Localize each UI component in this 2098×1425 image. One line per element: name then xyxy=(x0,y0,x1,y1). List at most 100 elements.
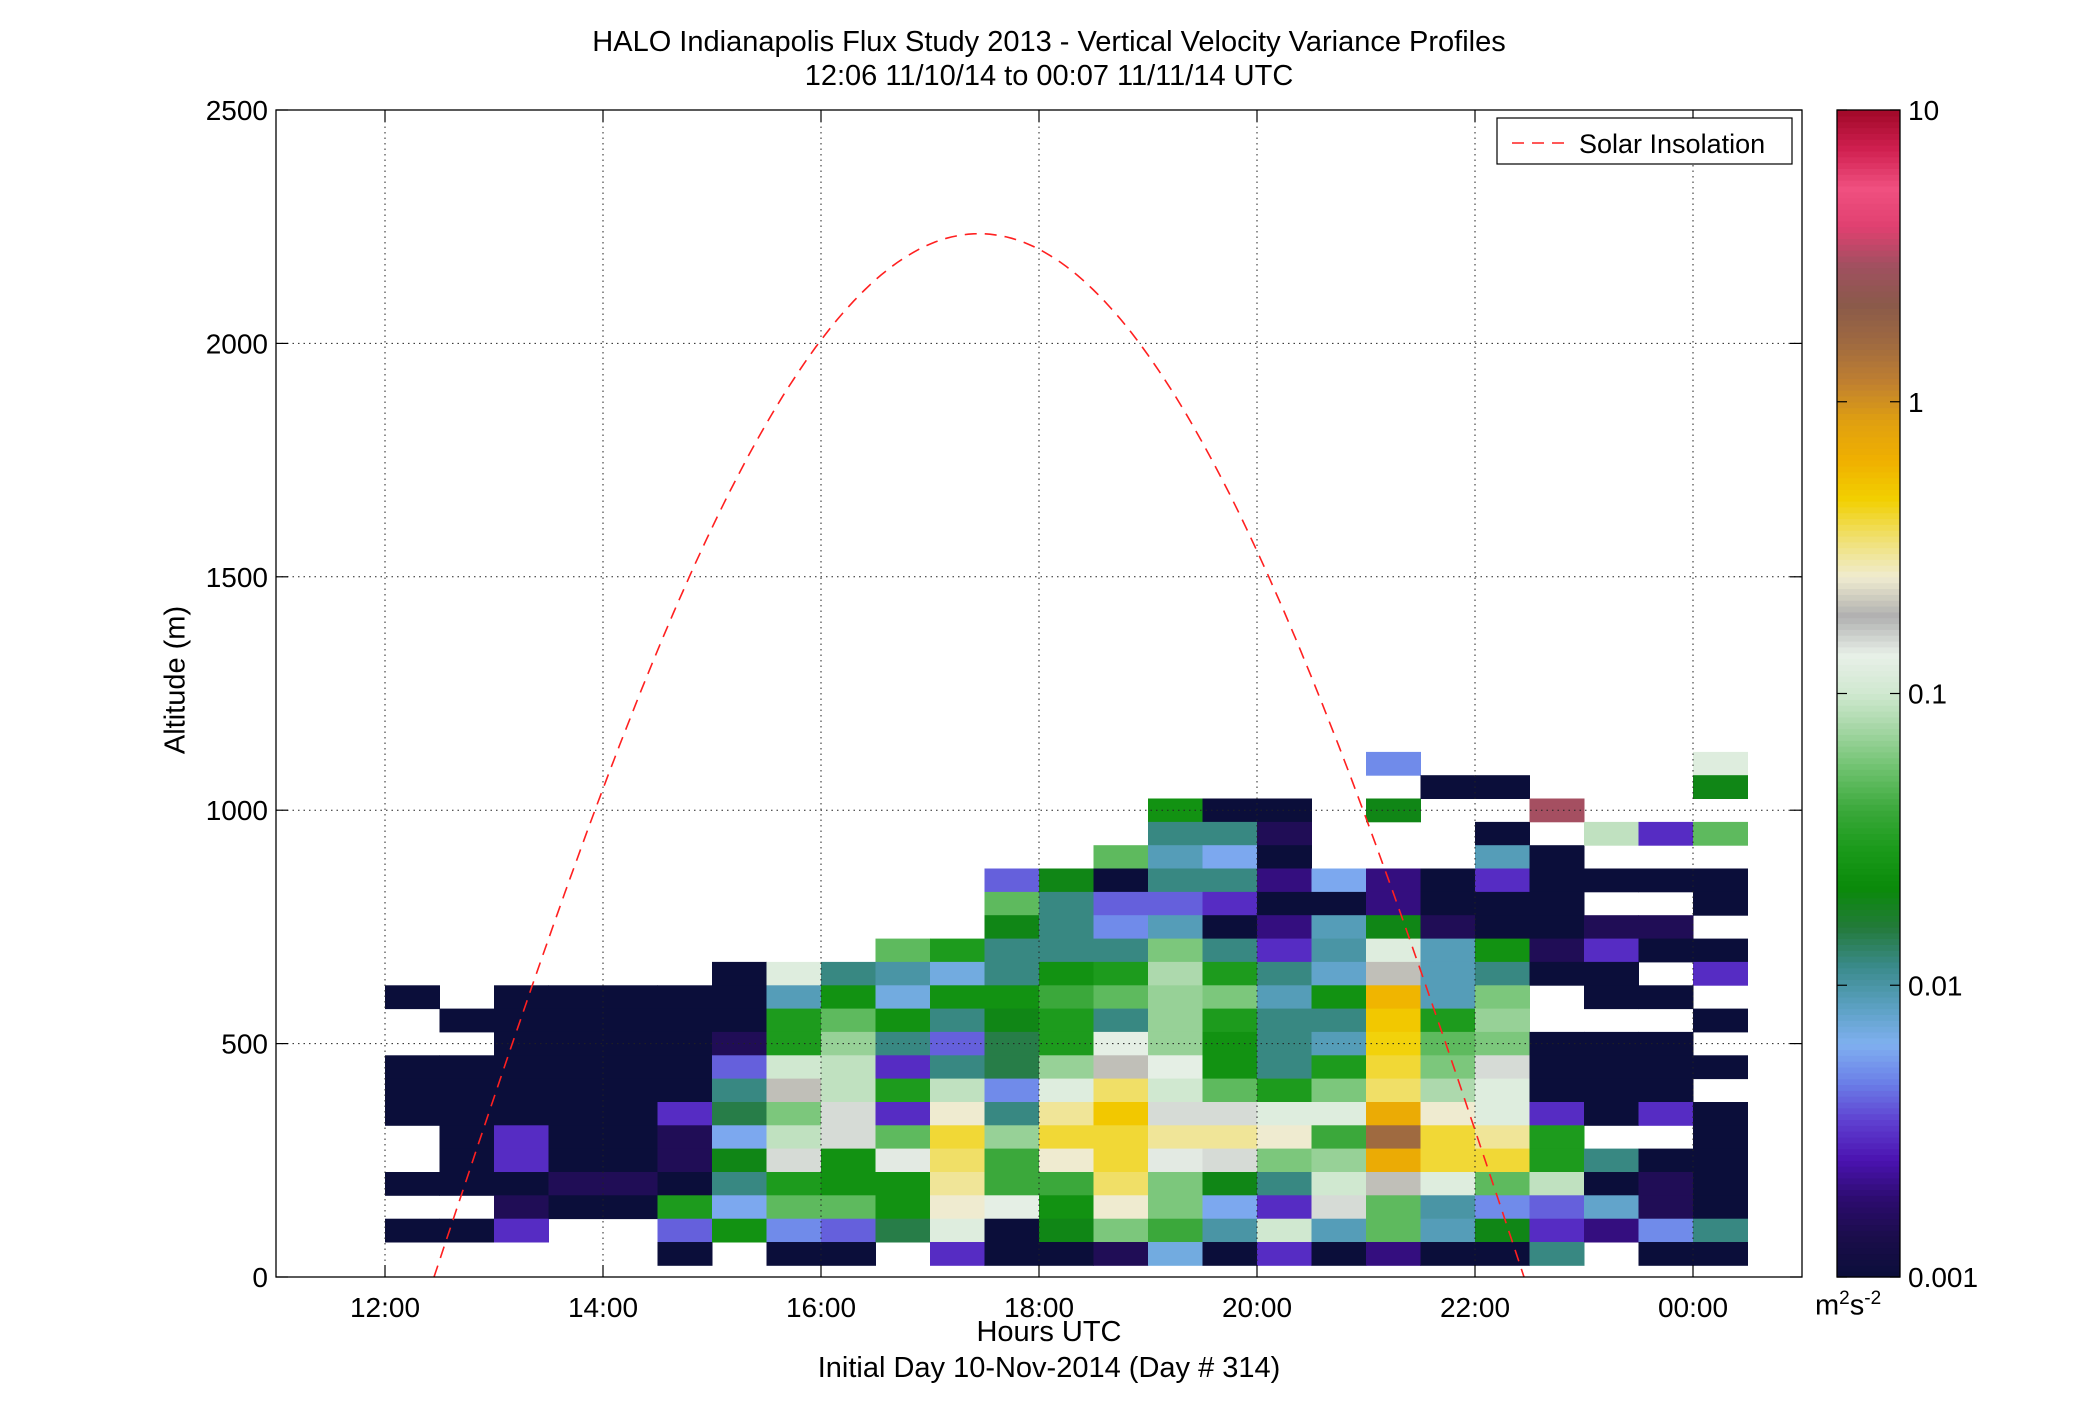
colorbar-band xyxy=(1837,1084,1900,1091)
heatmap-cell xyxy=(1420,1172,1476,1196)
heatmap-cell xyxy=(712,985,767,1010)
heatmap-cell xyxy=(1148,915,1203,939)
colorbar-band xyxy=(1837,985,1900,992)
heatmap-cell xyxy=(712,961,767,986)
heatmap-cell xyxy=(385,985,440,1010)
colorbar-band xyxy=(1837,425,1900,432)
heatmap-cell xyxy=(766,1078,822,1103)
colorbar-band xyxy=(1837,226,1900,234)
colorbar-band xyxy=(1837,261,1900,269)
heatmap-cell xyxy=(821,1078,876,1103)
colorbar-band xyxy=(1837,355,1900,362)
colorbar-band xyxy=(1837,1160,1900,1167)
colorbar-band xyxy=(1837,1090,1900,1097)
heatmap-cell xyxy=(1584,1218,1639,1243)
heatmap-cell xyxy=(1366,751,1421,776)
heatmap-cell xyxy=(1202,915,1258,939)
colorbar-band xyxy=(1837,168,1900,175)
heatmap-cell xyxy=(1529,1172,1585,1196)
heatmap-cell xyxy=(821,985,876,1010)
heatmap-cell xyxy=(385,1218,440,1243)
colorbar-band xyxy=(1837,454,1900,461)
colorbar-band xyxy=(1837,349,1900,356)
colorbar-band xyxy=(1837,320,1900,327)
heatmap-cell xyxy=(1420,1218,1476,1243)
heatmap-cell xyxy=(1039,1102,1094,1126)
heatmap-cell xyxy=(1475,961,1530,986)
colorbar-band xyxy=(1837,1171,1900,1179)
colorbar-band xyxy=(1837,1224,1900,1231)
units-mid: s xyxy=(1849,1289,1865,1322)
colorbar-band xyxy=(1837,746,1900,753)
heatmap-cell xyxy=(875,961,931,986)
heatmap-cell xyxy=(1257,1078,1312,1103)
heatmap-cell xyxy=(821,1125,876,1150)
colorbar-band xyxy=(1837,506,1900,514)
heatmap-cell xyxy=(1093,1031,1149,1056)
heatmap-cell xyxy=(1148,868,1203,893)
heatmap-cell xyxy=(1420,1195,1476,1220)
colorbar-band xyxy=(1837,197,1900,204)
colorbar-band xyxy=(1837,1201,1900,1208)
heatmap-cell xyxy=(1148,1125,1203,1150)
heatmap-cell xyxy=(1529,1078,1585,1103)
colorbar-band xyxy=(1837,430,1900,438)
heatmap-cell xyxy=(603,1172,658,1196)
heatmap-cell xyxy=(1529,1148,1585,1173)
heatmap-cell xyxy=(494,1125,549,1150)
heatmap-cell xyxy=(1202,1172,1258,1196)
colorbar-band xyxy=(1837,576,1900,584)
colorbar-band xyxy=(1837,360,1900,368)
colorbar-band xyxy=(1837,961,1900,969)
colorbar-band xyxy=(1837,1125,1900,1132)
legend-solar-label: Solar Insolation xyxy=(1579,129,1765,159)
heatmap-cell xyxy=(603,1078,658,1103)
heatmap-cell xyxy=(984,1195,1040,1220)
colorbar-band xyxy=(1837,1026,1900,1033)
colorbar-band xyxy=(1837,465,1900,473)
heatmap-cell xyxy=(439,1055,495,1080)
heatmap-cell xyxy=(984,1031,1040,1056)
colorbar-band xyxy=(1837,629,1900,636)
heatmap-cell xyxy=(1693,1242,1748,1266)
heatmap-cell xyxy=(1529,915,1585,939)
heatmap-cell xyxy=(603,1148,658,1173)
heatmap-cell xyxy=(1039,1148,1094,1173)
y-tick-label: 2500 xyxy=(206,95,268,126)
heatmap-cell xyxy=(1311,1125,1367,1150)
heatmap-cell xyxy=(766,1008,822,1033)
colorbar-band xyxy=(1837,932,1900,940)
heatmap-cell xyxy=(1475,938,1530,963)
heatmap-cell xyxy=(766,1148,822,1173)
heatmap-cell xyxy=(1366,1218,1421,1243)
colorbar-band xyxy=(1837,302,1900,309)
heatmap-cell xyxy=(1148,1242,1203,1266)
heatmap-cell xyxy=(984,1055,1040,1080)
x-tick-label: 12:00 xyxy=(350,1292,420,1323)
heatmap-cell xyxy=(1257,1031,1312,1056)
colorbar-band xyxy=(1837,174,1900,181)
colorbar-band xyxy=(1837,594,1900,601)
heatmap-cell xyxy=(1420,1055,1476,1080)
heatmap-cell xyxy=(1584,915,1639,939)
colorbar-band xyxy=(1837,232,1900,239)
colorbar-band xyxy=(1837,856,1900,864)
heatmap-cell xyxy=(1093,938,1149,963)
colorbar-band xyxy=(1837,185,1900,193)
colorbar-band xyxy=(1837,833,1900,840)
heatmap-cell xyxy=(1039,1172,1094,1196)
colorbar-band xyxy=(1837,366,1900,374)
heatmap-cell xyxy=(984,985,1040,1010)
heatmap-cell xyxy=(1475,1102,1530,1126)
colorbar-band xyxy=(1837,512,1900,520)
colorbar-band xyxy=(1837,728,1900,735)
heatmap-cell xyxy=(1584,868,1639,893)
colorbar-band xyxy=(1837,804,1900,811)
heatmap-cell xyxy=(712,1078,767,1103)
heatmap-cell xyxy=(1093,1125,1149,1150)
colorbar-band xyxy=(1837,915,1900,922)
heatmap-cell xyxy=(657,1102,713,1126)
heatmap-cell xyxy=(1311,891,1367,916)
x-tick-label: 20:00 xyxy=(1222,1292,1292,1323)
colorbar-band xyxy=(1837,372,1900,380)
